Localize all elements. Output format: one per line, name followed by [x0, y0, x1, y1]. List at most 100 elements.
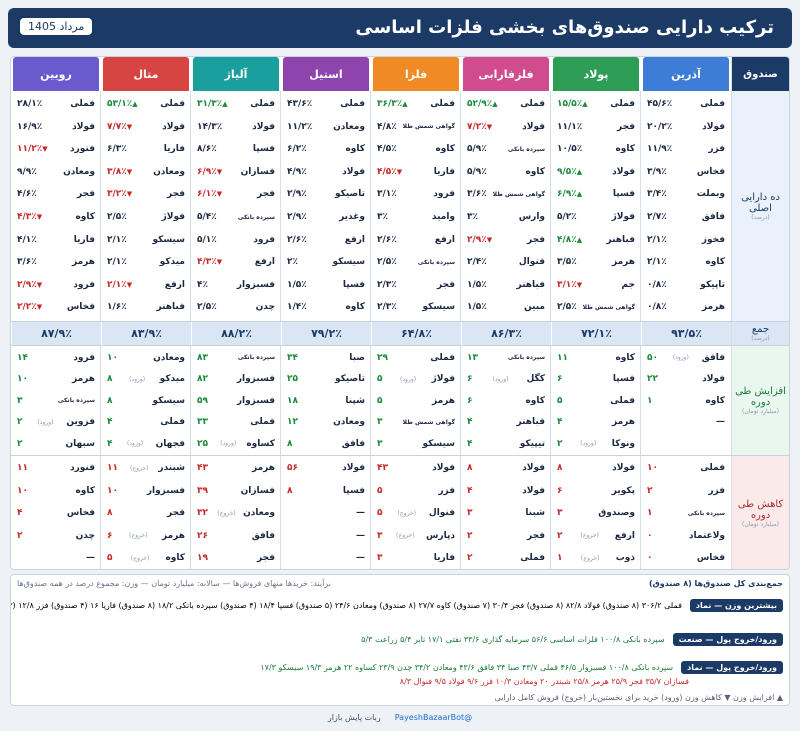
- inc-cell-tag: (ورود): [127, 440, 144, 448]
- dec-cell-value-wrap: ۴: [17, 508, 23, 518]
- inc-cell-value-wrap: ۱۸: [287, 396, 298, 406]
- inc-cell-name: فولاد: [702, 374, 725, 385]
- bot-handle[interactable]: @PayeshBazaarBot: [394, 712, 473, 722]
- inc-cell-tag: (ورود): [129, 375, 146, 383]
- top-cell-value: ۲/۵٪: [377, 257, 397, 268]
- top-cell: ارفع ▼۴/۳٪: [191, 251, 281, 273]
- dec-cell-value-wrap: ۱: [557, 553, 563, 563]
- inc-cell: فولاد ۲۲: [641, 369, 731, 390]
- inc-cell-value-wrap: ۲: [17, 417, 23, 427]
- top-cell-value: ۳/۴٪: [647, 189, 667, 200]
- top-cell-value-wrap: ▼۲/۹٪: [17, 280, 44, 290]
- inc-cell-name: فافق: [701, 352, 725, 363]
- trend-down-icon: ▼: [36, 280, 43, 289]
- inc-cell-value: ۱۴: [17, 352, 28, 363]
- row-head-dec-label: کاهش طی دوره: [737, 498, 784, 521]
- top-cell: فزر ۱۱/۹٪: [641, 138, 731, 160]
- dec-cell-value: ۴۳: [197, 463, 208, 473]
- top-cell-name: فخاس: [696, 166, 725, 177]
- top-cell-value-wrap: ۱۶/۹٪: [17, 122, 42, 132]
- inc-cell-value-wrap: ۴: [467, 417, 473, 427]
- dec-cell-name: فولاد: [522, 463, 545, 473]
- trend-down-icon: ▼: [216, 190, 223, 199]
- inc-cell-value: ۵: [377, 395, 383, 406]
- top-cell-value: ۳٪: [467, 212, 478, 222]
- top-cell: هرمز ۳/۶٪: [11, 251, 101, 273]
- inc-cell-value: ۴: [557, 417, 563, 428]
- top-cell-value: ۱۱/۲٪: [17, 144, 43, 155]
- top-cell-name: فولاد: [702, 121, 725, 132]
- top-cell-name: وارس: [518, 212, 545, 222]
- fund-header-1[interactable]: پولاد: [553, 57, 639, 91]
- footer-line2-label: ورود/خروج پول — صنعت: [672, 633, 783, 646]
- top-cell-name: وامید: [431, 212, 455, 222]
- top-cell-value: ۴/۳٪: [197, 257, 217, 268]
- inc-cell-value: ۲۲: [647, 374, 658, 385]
- inc-cell-value: ۱۸: [287, 395, 298, 406]
- inc-cell-value-wrap: ۳: [377, 417, 383, 427]
- inc-cell-name: ومعادن: [333, 417, 365, 428]
- top-cell: کاوه ۲/۱٪: [641, 251, 731, 273]
- top-cell-value: ۱۱/۱٪: [557, 121, 583, 132]
- top-cell-value-wrap: ▲۴/۸٪: [557, 235, 584, 245]
- fund-header-0[interactable]: آذرین: [643, 57, 729, 91]
- dec-cell-value-wrap: ۵: [107, 553, 113, 563]
- fund-header-6[interactable]: متال: [103, 57, 189, 91]
- footer-line3a-text: سپرده بانکی ۱۰۰/۸ فسبزوار ۴۶/۵ فملی ۴۳/۷…: [260, 663, 674, 672]
- dec-cell: شبندر (خروج) ۱۱: [101, 457, 191, 479]
- top-cell-name: فملی: [520, 99, 545, 109]
- page-header: ترکیب دارایی صندوق‌های بخشی فلزات اساسی …: [8, 8, 792, 48]
- inc-cell-value: ۸: [287, 438, 293, 449]
- top-cell-value: ۵۳/۱٪: [107, 99, 133, 109]
- fund-header-2[interactable]: فلزفارابی: [463, 57, 549, 91]
- inc-cell-value-wrap: ۴: [467, 439, 473, 449]
- top-cell: سپرده بانکی ۲/۵٪: [371, 251, 461, 273]
- top-cell: فملی ۲۸/۱٪: [11, 93, 101, 115]
- dec-cell: چدن ۲: [11, 525, 101, 547]
- dec-cell-value-wrap: ۱۰: [107, 486, 118, 496]
- top-cell-value-wrap: ▼۳/۲٪: [107, 189, 134, 199]
- top-cell: فملی ▲۵۲/۹٪: [461, 93, 551, 115]
- dec-cell-name: شبندر: [158, 463, 185, 473]
- inc-cell: فسپا ۶: [551, 369, 641, 390]
- dec-cell-value-wrap: ۱۹: [197, 553, 208, 563]
- dec-cell: فخاس ۰: [641, 547, 731, 569]
- top-cell-value-wrap: ۰/۸٪: [647, 302, 667, 312]
- top-cell-value-wrap: ۲/۶٪: [287, 235, 307, 245]
- inc-cell: سبهان ۲: [11, 433, 101, 454]
- inc-cell-value-wrap: ۶: [557, 374, 563, 384]
- row-head-fund-label: صندوق: [743, 68, 778, 80]
- top-cell: فنورد ▼۱۱/۲٪: [11, 138, 101, 160]
- fund-header-5[interactable]: آلیاژ: [193, 57, 279, 91]
- inc-cell-value-wrap: ۵: [557, 396, 563, 406]
- top-cell-value-wrap: ۲/۷٪: [647, 212, 667, 222]
- top-cell-value-wrap: ۲/۶٪: [377, 235, 397, 245]
- dec-cell-tag: (خروج): [396, 532, 415, 540]
- top-cell-name: سیسکو: [152, 234, 185, 245]
- top-cell: سیسکو ۲/۱٪: [101, 229, 191, 251]
- top-cell-value: ۹/۹٪: [17, 166, 37, 177]
- inc-cell-value: ۱۰: [107, 352, 118, 363]
- top-cell-value: ۴/۹٪: [287, 166, 307, 177]
- fund-header-7[interactable]: رویین: [13, 57, 99, 91]
- top-cell: فخاس ۳/۹٪: [641, 161, 731, 183]
- top-cell-name: فزر: [708, 144, 725, 155]
- top-cell-value-wrap: ۱۱/۱٪: [557, 122, 582, 132]
- top-cell-value: ۵/۹٪: [467, 144, 487, 155]
- footer-line1-label: بیشترین وزن — نماد: [689, 599, 783, 612]
- dec-cell-value: ۵: [107, 553, 113, 564]
- top-cell-name: فنورد: [69, 144, 95, 155]
- dec-cell: فزر ۲: [641, 480, 731, 502]
- top-cell-name: فسپا: [612, 189, 635, 200]
- fund-header-4[interactable]: استیل: [283, 57, 369, 91]
- top-cell-value-wrap: ▼۴/۵٪: [377, 167, 404, 177]
- fund-header-3[interactable]: فلزا: [373, 57, 459, 91]
- top-cell-value-wrap: ۸/۶٪: [197, 144, 217, 154]
- top-cell-name: فباهنر: [516, 279, 545, 290]
- top-cell-value: ۴/۱٪: [17, 234, 37, 245]
- top-cell: ارفع ۲/۶٪: [281, 229, 371, 251]
- dec-cell-name: —: [356, 553, 365, 564]
- dec-cell-value: ۸: [107, 508, 113, 519]
- dec-cell-value-wrap: ۶: [107, 531, 113, 541]
- top-cell: هرمز ۰/۸٪: [641, 296, 731, 318]
